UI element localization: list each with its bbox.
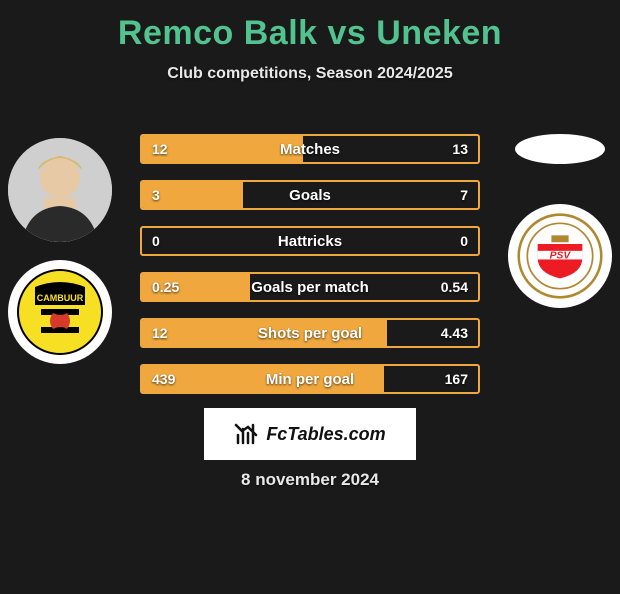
- stat-value-right: 13: [452, 136, 468, 162]
- page-title: Remco Balk vs Uneken: [0, 14, 620, 53]
- player2-column: PSV: [508, 134, 612, 326]
- stat-value-right: 7: [460, 182, 468, 208]
- fctables-badge: FcTables.com: [204, 408, 416, 460]
- person-silhouette-icon: [8, 138, 112, 242]
- stat-value-right: 167: [445, 366, 468, 392]
- stat-fill-left: [142, 320, 387, 346]
- stat-value-right: 0.54: [441, 274, 468, 300]
- fctables-label: FcTables.com: [266, 424, 385, 445]
- date-label: 8 november 2024: [0, 470, 620, 490]
- stat-value-right: 4.43: [441, 320, 468, 346]
- fctables-logo-icon: [234, 421, 260, 447]
- stat-value-left: 12: [152, 320, 168, 346]
- player1-avatar: [8, 138, 112, 242]
- stat-row: 0Hattricks0: [140, 226, 480, 256]
- svg-text:PSV: PSV: [550, 251, 572, 262]
- player1-column: CAMBUUR: [8, 138, 112, 382]
- stat-fill-left: [142, 366, 384, 392]
- stat-row: 439Min per goal167: [140, 364, 480, 394]
- stat-row: 12Matches13: [140, 134, 480, 164]
- stat-value-left: 0: [152, 228, 160, 254]
- stat-value-left: 0.25: [152, 274, 179, 300]
- psv-badge-icon: PSV: [517, 213, 603, 299]
- svg-text:CAMBUUR: CAMBUUR: [37, 293, 84, 303]
- player2-avatar-placeholder: [515, 134, 605, 164]
- stat-value-right: 0: [460, 228, 468, 254]
- stat-value-left: 12: [152, 136, 168, 162]
- subtitle: Club competitions, Season 2024/2025: [0, 65, 620, 83]
- player1-club-badge: CAMBUUR: [8, 260, 112, 364]
- player2-club-badge: PSV: [508, 204, 612, 308]
- cambuur-badge-icon: CAMBUUR: [17, 269, 103, 355]
- stat-row: 0.25Goals per match0.54: [140, 272, 480, 302]
- stat-row: 12Shots per goal4.43: [140, 318, 480, 348]
- stat-row: 3Goals7: [140, 180, 480, 210]
- stat-value-left: 3: [152, 182, 160, 208]
- stats-bars: 12Matches13 3Goals7 0Hattricks0 0.25Goals p…: [140, 134, 480, 410]
- stat-label: Hattricks: [142, 228, 478, 254]
- stat-value-left: 439: [152, 366, 175, 392]
